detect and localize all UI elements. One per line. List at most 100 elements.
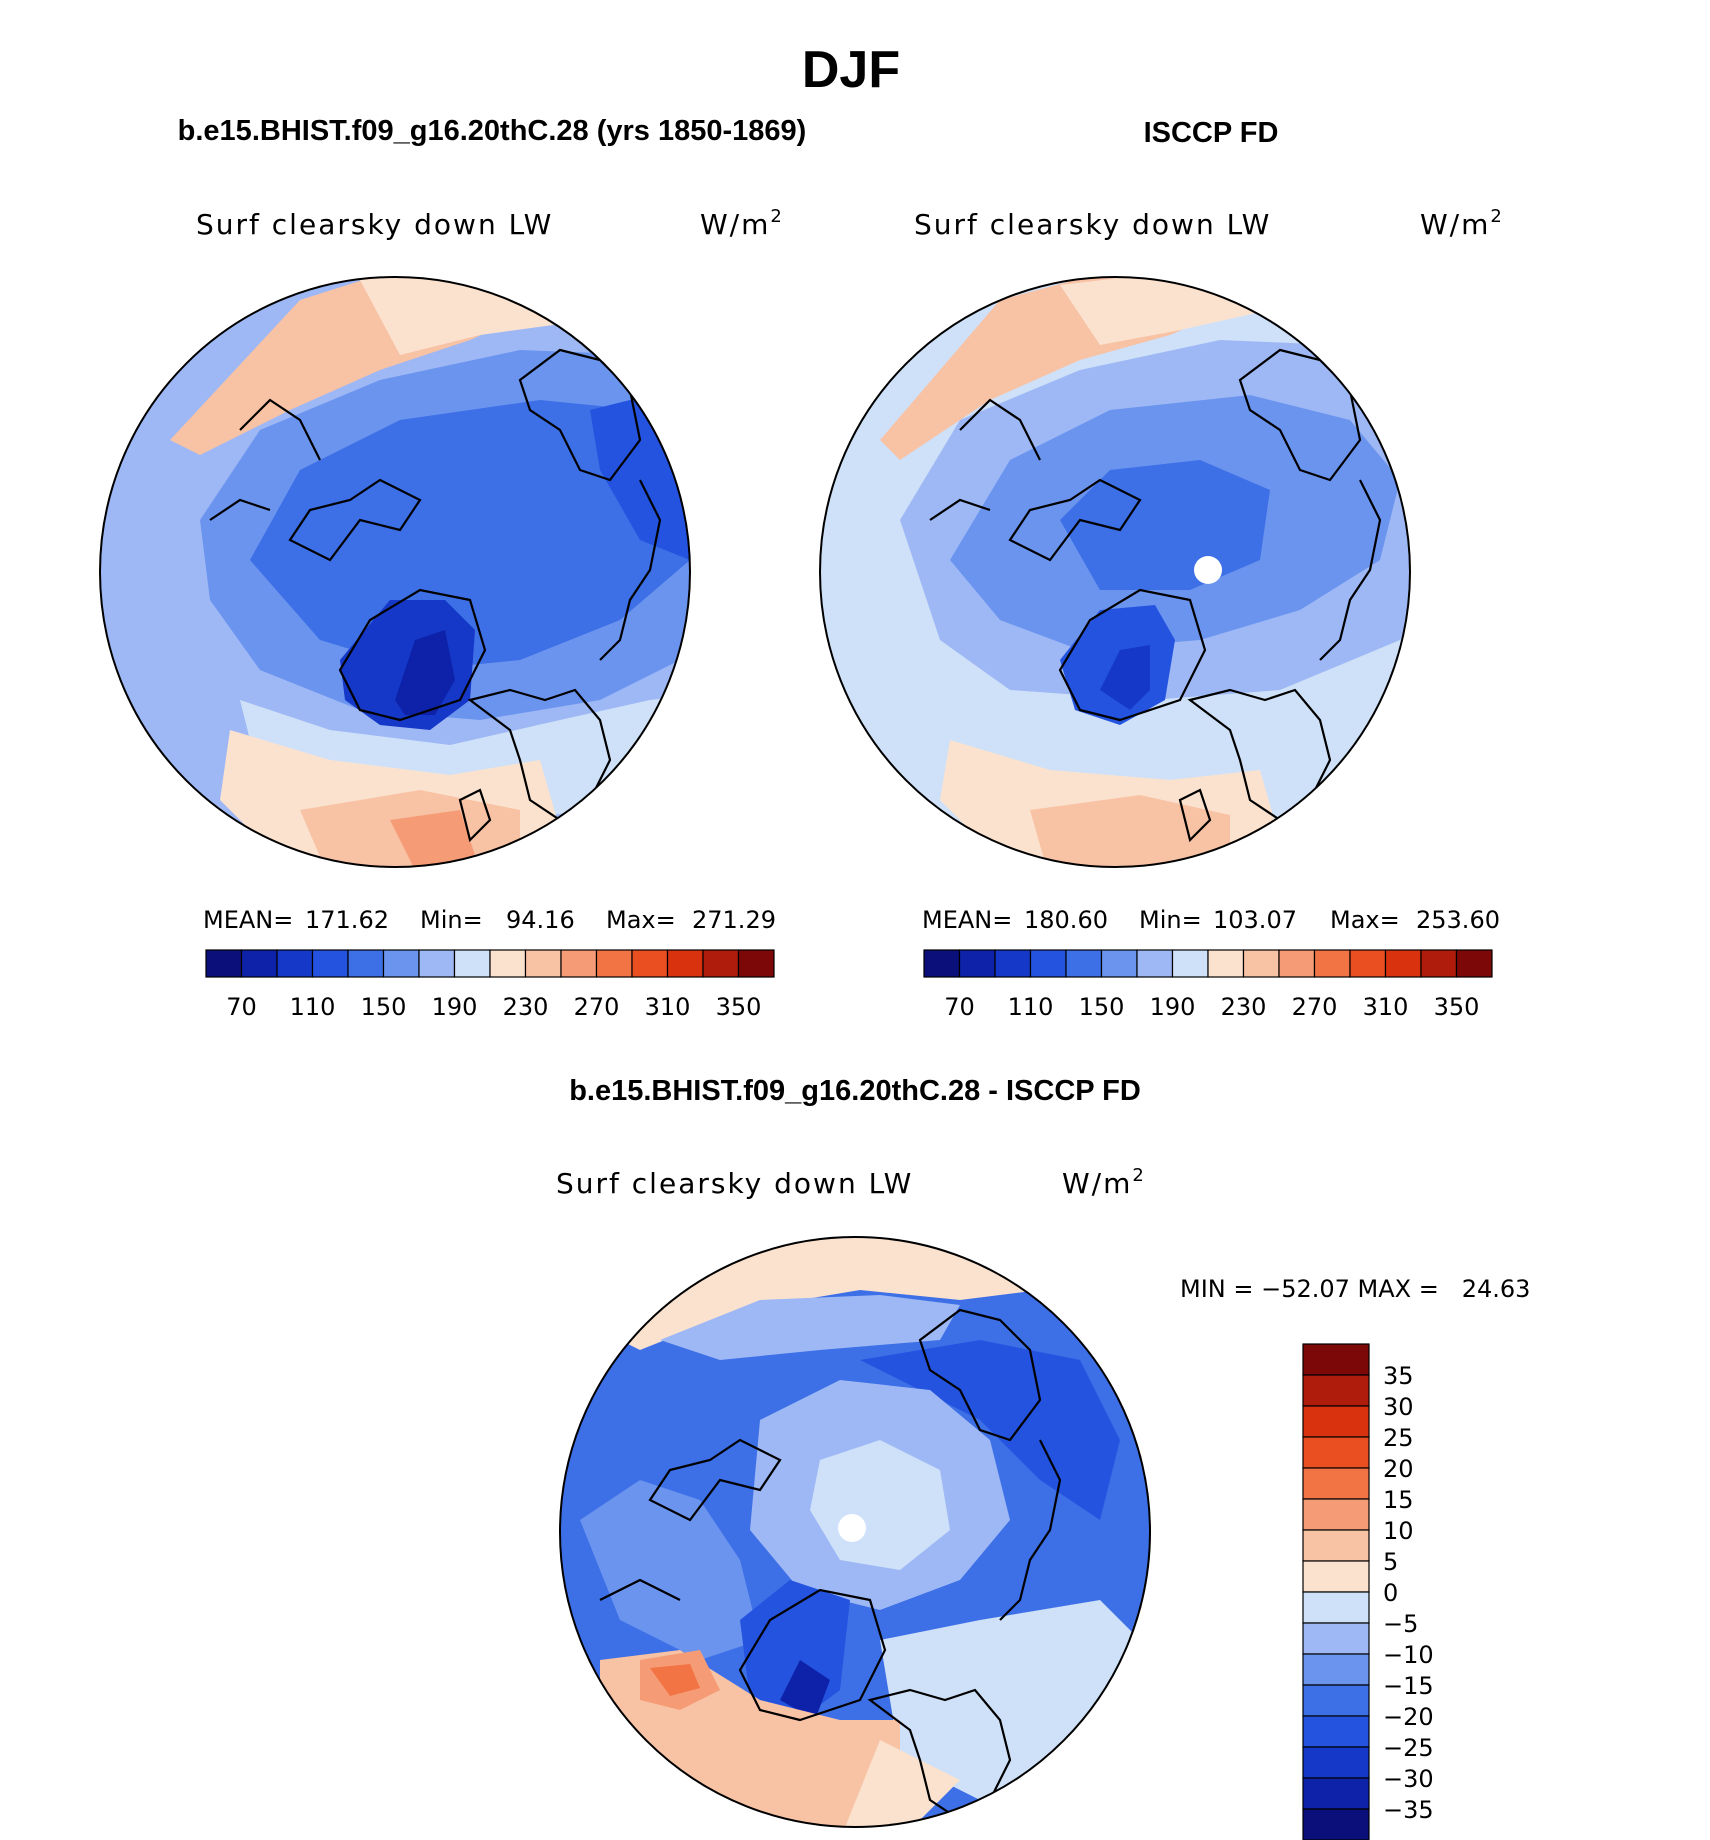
panel-c-header: b.e15.BHIST.f09_g16.20thC.28 - ISCCP FD [569, 1075, 1141, 1107]
panel-a-colorbar-swatch [453, 949, 491, 978]
panel-b-coastlines [929, 348, 1382, 843]
panel-b-atlantic-warm [1030, 795, 1230, 867]
panel-b-colorbar-swatch [1029, 949, 1067, 978]
panel-a-min-value: 94.16 [506, 906, 575, 934]
panel-a-colorbar-swatch [524, 949, 562, 978]
panel-a-header: b.e15.BHIST.f09_g16.20thC.28 (yrs 1850-1… [178, 115, 807, 147]
panel-c-colorbar-swatch [1302, 1374, 1370, 1407]
panel-a-colorbar-swatch [347, 949, 385, 978]
panel-c-atlantic-mild [840, 1740, 960, 1827]
panel-c-colorbar-swatch [1302, 1529, 1370, 1562]
panel-a-colorbar-swatch [311, 949, 349, 978]
panel-b-colorbar-tick-label: 70 [944, 993, 975, 1021]
panel-c-colorbar-tick-label: 35 [1383, 1362, 1414, 1390]
panel-c-colorbar-swatch [1302, 1653, 1370, 1686]
panel-a-colorbar-tick-label: 110 [290, 993, 336, 1021]
panel-c-pacific-neg-band [660, 1295, 960, 1360]
panel-c-colorbar-swatch [1302, 1436, 1370, 1469]
panel-b-colorbar-swatch [923, 949, 961, 978]
panel-a-colorbar-swatch [240, 949, 278, 978]
panel-b-pole-hole [1194, 556, 1222, 584]
panel-a-colorbar-swatch [276, 949, 314, 978]
panel-b-colorbar-swatch [1455, 949, 1493, 978]
panel-b-colorbar-swatch [1065, 949, 1103, 978]
panel-c-colorbar: 35 30 25 20 15 10 5 0 −5 −10 −15 −20 −25 −30 −35 [1302, 1343, 1434, 1840]
panel-b-variable: Surf clearsky down LW [914, 208, 1271, 241]
panel-c-border [559, 1236, 1151, 1828]
panel-c-variable: Surf clearsky down LW [556, 1167, 913, 1200]
panel-a-colorbar-swatch [489, 949, 527, 978]
panel-b-header: ISCCP FD [1144, 117, 1279, 149]
panel-b-border [819, 276, 1411, 868]
panel-c-colorbar-swatch [1302, 1622, 1370, 1655]
panel-a-siberia-cold [590, 390, 690, 560]
panel-b-colorbar-tick-label: 190 [1150, 993, 1196, 1021]
panel-b-colorbar-tick-label: 150 [1079, 993, 1125, 1021]
panel-b-colorbar-swatch [1420, 949, 1458, 978]
panel-b-mean-value: 180.60 [1024, 906, 1108, 934]
panel-b-colorbar-swatch [1313, 949, 1351, 978]
panel-c-colorbar-swatch [1302, 1498, 1370, 1531]
panel-a-mean-value: 171.62 [305, 906, 389, 934]
panel-c-colorbar-tick-label: −30 [1383, 1765, 1434, 1793]
panel-b-colorbar-swatch [1278, 949, 1316, 978]
panel-a-colorbar-swatch [205, 949, 243, 978]
panel-b-central-cold [1060, 460, 1270, 590]
panel-a-colorbar-swatch [737, 949, 775, 978]
panel-a-colorbar-swatch [595, 949, 633, 978]
panel-a-colorbar-tick-label: 270 [574, 993, 620, 1021]
panel-b-colorbar-swatch [1207, 949, 1245, 978]
panel-c-coastlines [599, 1308, 1062, 1822]
panel-a-colorbar-tick-label: 190 [432, 993, 478, 1021]
panel-a-colorbar-tick-label: 150 [361, 993, 407, 1021]
panel-c-colorbar-tick-label: 0 [1383, 1579, 1398, 1607]
panel-b-colorbar: 70 110 150 190 230 270 310 350 [923, 949, 1493, 1021]
panel-b-colorbar-swatch [994, 949, 1032, 978]
panel-c-colorbar-swatch [1302, 1591, 1370, 1624]
panel-c-colorbar-swatch [1302, 1808, 1370, 1840]
panel-b-map [820, 277, 1410, 867]
panel-a-border [99, 276, 691, 868]
panel-c-colorbar-tick-label: −25 [1383, 1734, 1434, 1762]
panel-b-colorbar-tick-label: 110 [1008, 993, 1054, 1021]
panel-b-colorbar-swatch [1242, 949, 1280, 978]
panel-c-atlantic-peak [650, 1664, 700, 1696]
panel-a-min-label: Min= [420, 906, 483, 934]
panel-c-colorbar-tick-label: −10 [1383, 1641, 1434, 1669]
panel-c-map [560, 1237, 1150, 1827]
panel-c-colorbar-tick-label: −35 [1383, 1796, 1434, 1824]
panel-c-colorbar-tick-label: 20 [1383, 1455, 1414, 1483]
panel-a-colorbar-swatch [560, 949, 598, 978]
panel-a-max-label: Max= [606, 906, 676, 934]
panel-a-greenland-core [395, 630, 455, 715]
figure-title: DJF [802, 41, 900, 99]
panel-c-colorbar-swatch [1302, 1405, 1370, 1438]
panel-a-colorbar-tick-label: 70 [226, 993, 257, 1021]
panel-a-colorbar-tick-label: 350 [716, 993, 762, 1021]
panel-c-greenland-deep [780, 1660, 830, 1720]
panel-c-pole-hole [838, 1514, 866, 1542]
panel-c-colorbar-swatch [1302, 1684, 1370, 1717]
panel-b-colorbar-tick-label: 270 [1292, 993, 1338, 1021]
panel-a-colorbar: 70 110 150 190 230 270 310 350 [205, 949, 775, 1021]
panel-a-colorbar-swatch [382, 949, 420, 978]
panel-a-colorbar-swatch [631, 949, 669, 978]
panel-b-units: W/m2 [1420, 206, 1504, 241]
panel-a-variable: Surf clearsky down LW [196, 208, 553, 241]
panel-a-colorbar-swatch [666, 949, 704, 978]
panel-c-colorbar-tick-label: 5 [1383, 1548, 1398, 1576]
panel-a-colorbar-swatch [418, 949, 456, 978]
panel-a-coastlines [209, 348, 662, 843]
panel-b-colorbar-swatch [1136, 949, 1174, 978]
panel-c-colorbar-swatch [1302, 1746, 1370, 1779]
panel-b-colorbar-swatch [1171, 949, 1209, 978]
panel-b-mean-label: MEAN= [922, 906, 1012, 934]
panel-b-colorbar-tick-label: 350 [1434, 993, 1480, 1021]
panel-a-colorbar-tick-label: 310 [645, 993, 691, 1021]
panel-c-colorbar-tick-label: 10 [1383, 1517, 1414, 1545]
panel-c-minmax: MIN = −52.07 MAX = 24.63 [1180, 1275, 1530, 1303]
panel-c-colorbar-swatch [1302, 1777, 1370, 1810]
panel-b-colorbar-swatch [958, 949, 996, 978]
panel-a-mean-label: MEAN= [203, 906, 293, 934]
